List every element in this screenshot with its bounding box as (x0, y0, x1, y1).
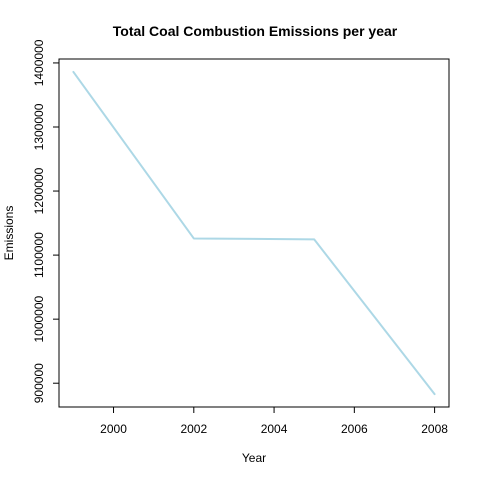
x-tick-label: 2006 (341, 422, 368, 436)
x-axis-label: Year (242, 451, 266, 465)
x-tick-label: 2002 (180, 422, 207, 436)
y-tick-label: 1000000 (32, 295, 46, 342)
y-axis: 900000 1000000 1100000 1200000 1300000 140000… (32, 39, 60, 403)
x-tick-label: 2004 (261, 422, 288, 436)
chart-title: Total Coal Combustion Emissions per year (113, 23, 398, 39)
plot-frame (58, 58, 450, 408)
y-tick-label: 1100000 (32, 232, 46, 278)
x-tick-label: 2000 (100, 422, 127, 436)
y-axis-label: Emissions (2, 206, 16, 261)
x-tick-label: 2008 (421, 422, 448, 436)
y-tick-label: 900000 (32, 363, 46, 403)
y-tick-label: 1400000 (32, 39, 46, 86)
y-tick-label: 1300000 (32, 103, 46, 150)
emissions-series-line (72, 70, 436, 396)
x-axis: 2000 2002 2004 2006 2008 (100, 406, 448, 436)
y-tick-label: 1200000 (32, 167, 46, 214)
